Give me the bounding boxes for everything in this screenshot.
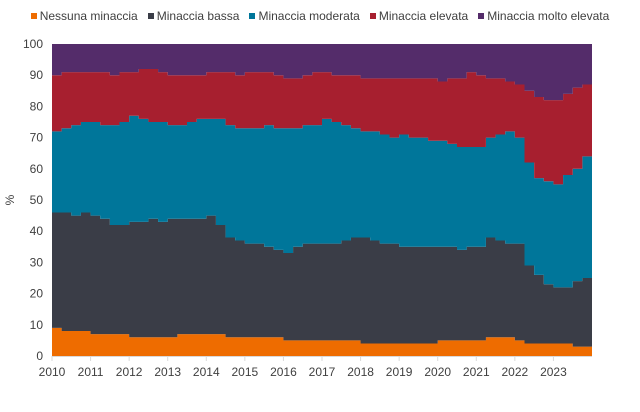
y-tick-label: 40 bbox=[30, 224, 44, 238]
y-tick-label: 60 bbox=[30, 162, 44, 176]
y-axis-title: % bbox=[3, 194, 17, 205]
x-tick-label: 2020 bbox=[424, 365, 451, 379]
legend-label: Minaccia bassa bbox=[156, 9, 240, 23]
area-minaccia-elevata bbox=[52, 68, 592, 185]
x-tick-label: 2015 bbox=[232, 365, 259, 379]
area-minaccia-bassa bbox=[52, 212, 592, 347]
legend-item-minaccia-bassa: Minaccia bassa bbox=[147, 9, 240, 23]
plot-areas bbox=[52, 44, 592, 356]
y-tick-label: 10 bbox=[30, 318, 44, 332]
x-tick-label: 2018 bbox=[347, 365, 374, 379]
legend-label: Nessuna minaccia bbox=[39, 9, 138, 23]
legend-swatch-minaccia-moderata bbox=[249, 13, 256, 19]
x-tick-label: 2016 bbox=[270, 365, 297, 379]
legend-item-nessuna-minaccia: Nessuna minaccia bbox=[30, 9, 138, 23]
axes: 0 10 20 30 40 50 60 70 80 90 100 2010 2011 2012 2013 20… bbox=[23, 37, 592, 379]
x-tick-label: 2021 bbox=[463, 365, 490, 379]
x-tick-label: 2023 bbox=[540, 365, 567, 379]
y-tick-label: 0 bbox=[36, 349, 43, 363]
area-nessuna-minaccia bbox=[52, 327, 592, 356]
y-tick-label: 30 bbox=[30, 255, 44, 269]
legend-label: Minaccia moderata bbox=[258, 9, 360, 23]
legend-item-minaccia-elevata: Minaccia elevata bbox=[369, 9, 469, 23]
y-tick-label: 50 bbox=[30, 193, 44, 207]
x-tick-label: 2013 bbox=[154, 365, 181, 379]
x-tick-label: 2022 bbox=[502, 365, 529, 379]
legend-swatch-minaccia-elevata bbox=[369, 13, 376, 19]
x-tick-label: 2011 bbox=[78, 365, 104, 379]
area-minaccia-moderata bbox=[52, 115, 592, 288]
y-tick-label: 20 bbox=[30, 287, 44, 301]
x-tick-label: 2012 bbox=[116, 365, 143, 379]
x-tick-label: 2014 bbox=[193, 365, 220, 379]
legend-swatch-nessuna-minaccia bbox=[30, 13, 37, 19]
legend-item-minaccia-moderata: Minaccia moderata bbox=[249, 9, 360, 23]
legend-label: Minaccia molto elevata bbox=[487, 9, 610, 23]
area-minaccia-molto-elevata bbox=[52, 44, 592, 101]
x-tick-label: 2019 bbox=[386, 365, 413, 379]
y-tick-label: 80 bbox=[30, 99, 44, 113]
y-tick-label: 70 bbox=[30, 131, 44, 145]
legend-item-minaccia-molto-elevata: Minaccia molto elevata bbox=[478, 9, 609, 23]
legend-swatch-minaccia-bassa bbox=[147, 13, 154, 19]
legend-swatch-minaccia-molto-elevata bbox=[478, 13, 485, 19]
chart-legend: Nessuna minaccia Minaccia bassa Minaccia… bbox=[0, 9, 640, 23]
y-tick-label: 100 bbox=[23, 37, 43, 51]
x-tick-label: 2010 bbox=[39, 365, 66, 379]
x-tick-label: 2017 bbox=[309, 365, 336, 379]
legend-label: Minaccia elevata bbox=[378, 9, 469, 23]
y-tick-label: 90 bbox=[30, 68, 44, 82]
